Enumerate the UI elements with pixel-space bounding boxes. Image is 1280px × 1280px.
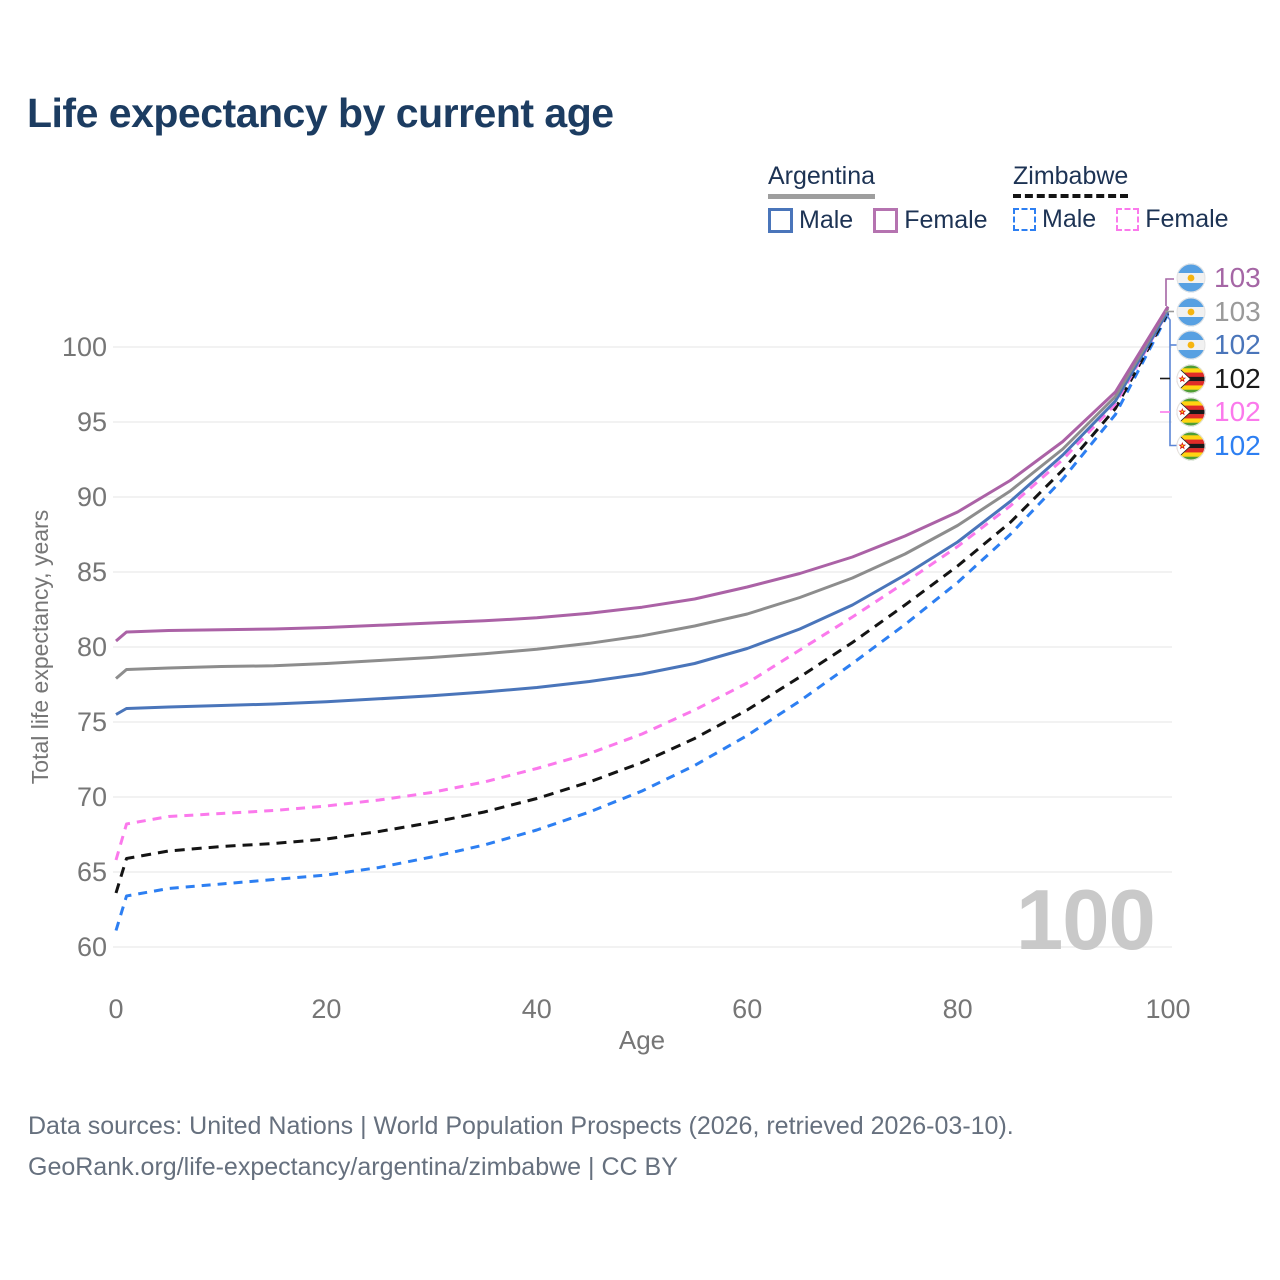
attribution-link-text: GeoRank.org/life-expectancy/argentina/zi… xyxy=(28,1153,678,1181)
x-tick-label: 100 xyxy=(1145,994,1190,1024)
y-axis-title: Total life expectancy, years xyxy=(27,510,53,784)
zimbabwe-female-swatch-icon xyxy=(1116,208,1140,231)
y-tick-label: 65 xyxy=(77,857,107,887)
x-tick-label: 60 xyxy=(732,994,762,1024)
x-tick-label: 80 xyxy=(943,994,973,1024)
legend-item-zimbabwe-male[interactable]: Male xyxy=(1013,205,1096,234)
line-zimbabwe-male[interactable] xyxy=(114,313,1170,931)
x-axis-title: Age xyxy=(619,1025,665,1055)
zimbabwe-male-swatch-icon xyxy=(1013,208,1036,231)
end-label-argentina-female: 103 xyxy=(1176,263,1261,293)
x-tick-label: 40 xyxy=(522,994,552,1024)
label-connector xyxy=(1165,313,1177,447)
legend-item-zimbabwe-female[interactable]: Female xyxy=(1116,205,1229,234)
end-label-zimbabwe-both-sexes: 102 xyxy=(1176,362,1261,394)
legend-group-zimbabwe: Zimbabwe Male Female xyxy=(1013,162,1229,234)
age-watermark: 100 xyxy=(1016,873,1156,968)
y-tick-label: 95 xyxy=(77,407,107,437)
legend-item-label: Female xyxy=(1145,205,1229,233)
zimbabwe-flag-icon xyxy=(1176,364,1206,393)
page-title: Life expectancy by current age xyxy=(27,90,614,136)
legend-item-label: Female xyxy=(904,206,988,234)
end-label-value: 103 xyxy=(1214,295,1261,327)
legend-item-label: Male xyxy=(799,206,854,234)
argentina-female-swatch-icon xyxy=(873,208,899,233)
legend-group-argentina: Argentina Male Female xyxy=(768,162,988,235)
argentina-flag-icon xyxy=(1176,297,1206,326)
end-label-argentina-both-sexes: 103 xyxy=(1176,295,1261,327)
line-argentina-female[interactable] xyxy=(115,305,1170,643)
end-label-argentina-male: 102 xyxy=(1176,330,1261,360)
end-label-value: 103 xyxy=(1214,262,1261,293)
end-label-zimbabwe-male: 102 xyxy=(1176,429,1261,461)
y-tick-label: 90 xyxy=(77,482,107,512)
data-sources-text: Data sources: United Nations | World Pop… xyxy=(28,1112,1014,1140)
line-argentina-male[interactable] xyxy=(115,310,1170,716)
x-tick-label: 0 xyxy=(108,994,123,1024)
end-label-zimbabwe-female: 102 xyxy=(1176,397,1261,427)
footer: Data sources: United Nations | World Pop… xyxy=(28,1106,1014,1188)
end-label-value: 102 xyxy=(1214,429,1261,461)
legend-item-label: Male xyxy=(1042,205,1097,233)
y-tick-label: 100 xyxy=(62,332,107,362)
y-tick-label: 85 xyxy=(77,557,107,587)
end-label-value: 102 xyxy=(1214,362,1261,394)
legend-header-zimbabwe[interactable]: Zimbabwe xyxy=(1013,162,1129,198)
end-label-value: 102 xyxy=(1214,329,1261,360)
x-tick-label: 20 xyxy=(311,994,341,1024)
argentina-male-swatch-icon xyxy=(768,208,793,233)
legend-item-argentina-male[interactable]: Male xyxy=(768,206,853,235)
line-zimbabwe-both-sexes[interactable] xyxy=(114,311,1170,894)
end-label-value: 102 xyxy=(1214,396,1261,427)
y-tick-label: 70 xyxy=(77,782,107,812)
legend-item-argentina-female[interactable]: Female xyxy=(873,206,988,235)
y-tick-label: 80 xyxy=(77,632,107,662)
label-connector xyxy=(1165,278,1174,306)
argentina-flag-icon xyxy=(1176,263,1206,293)
line-zimbabwe-female[interactable] xyxy=(114,310,1170,861)
argentina-flag-icon xyxy=(1176,330,1206,360)
zimbabwe-flag-icon xyxy=(1176,431,1206,460)
line-argentina-both-sexes[interactable] xyxy=(115,307,1170,680)
y-tick-label: 60 xyxy=(77,932,107,962)
legend-header-argentina[interactable]: Argentina xyxy=(768,162,876,199)
y-tick-label: 75 xyxy=(77,707,107,737)
zimbabwe-flag-icon xyxy=(1176,397,1206,427)
